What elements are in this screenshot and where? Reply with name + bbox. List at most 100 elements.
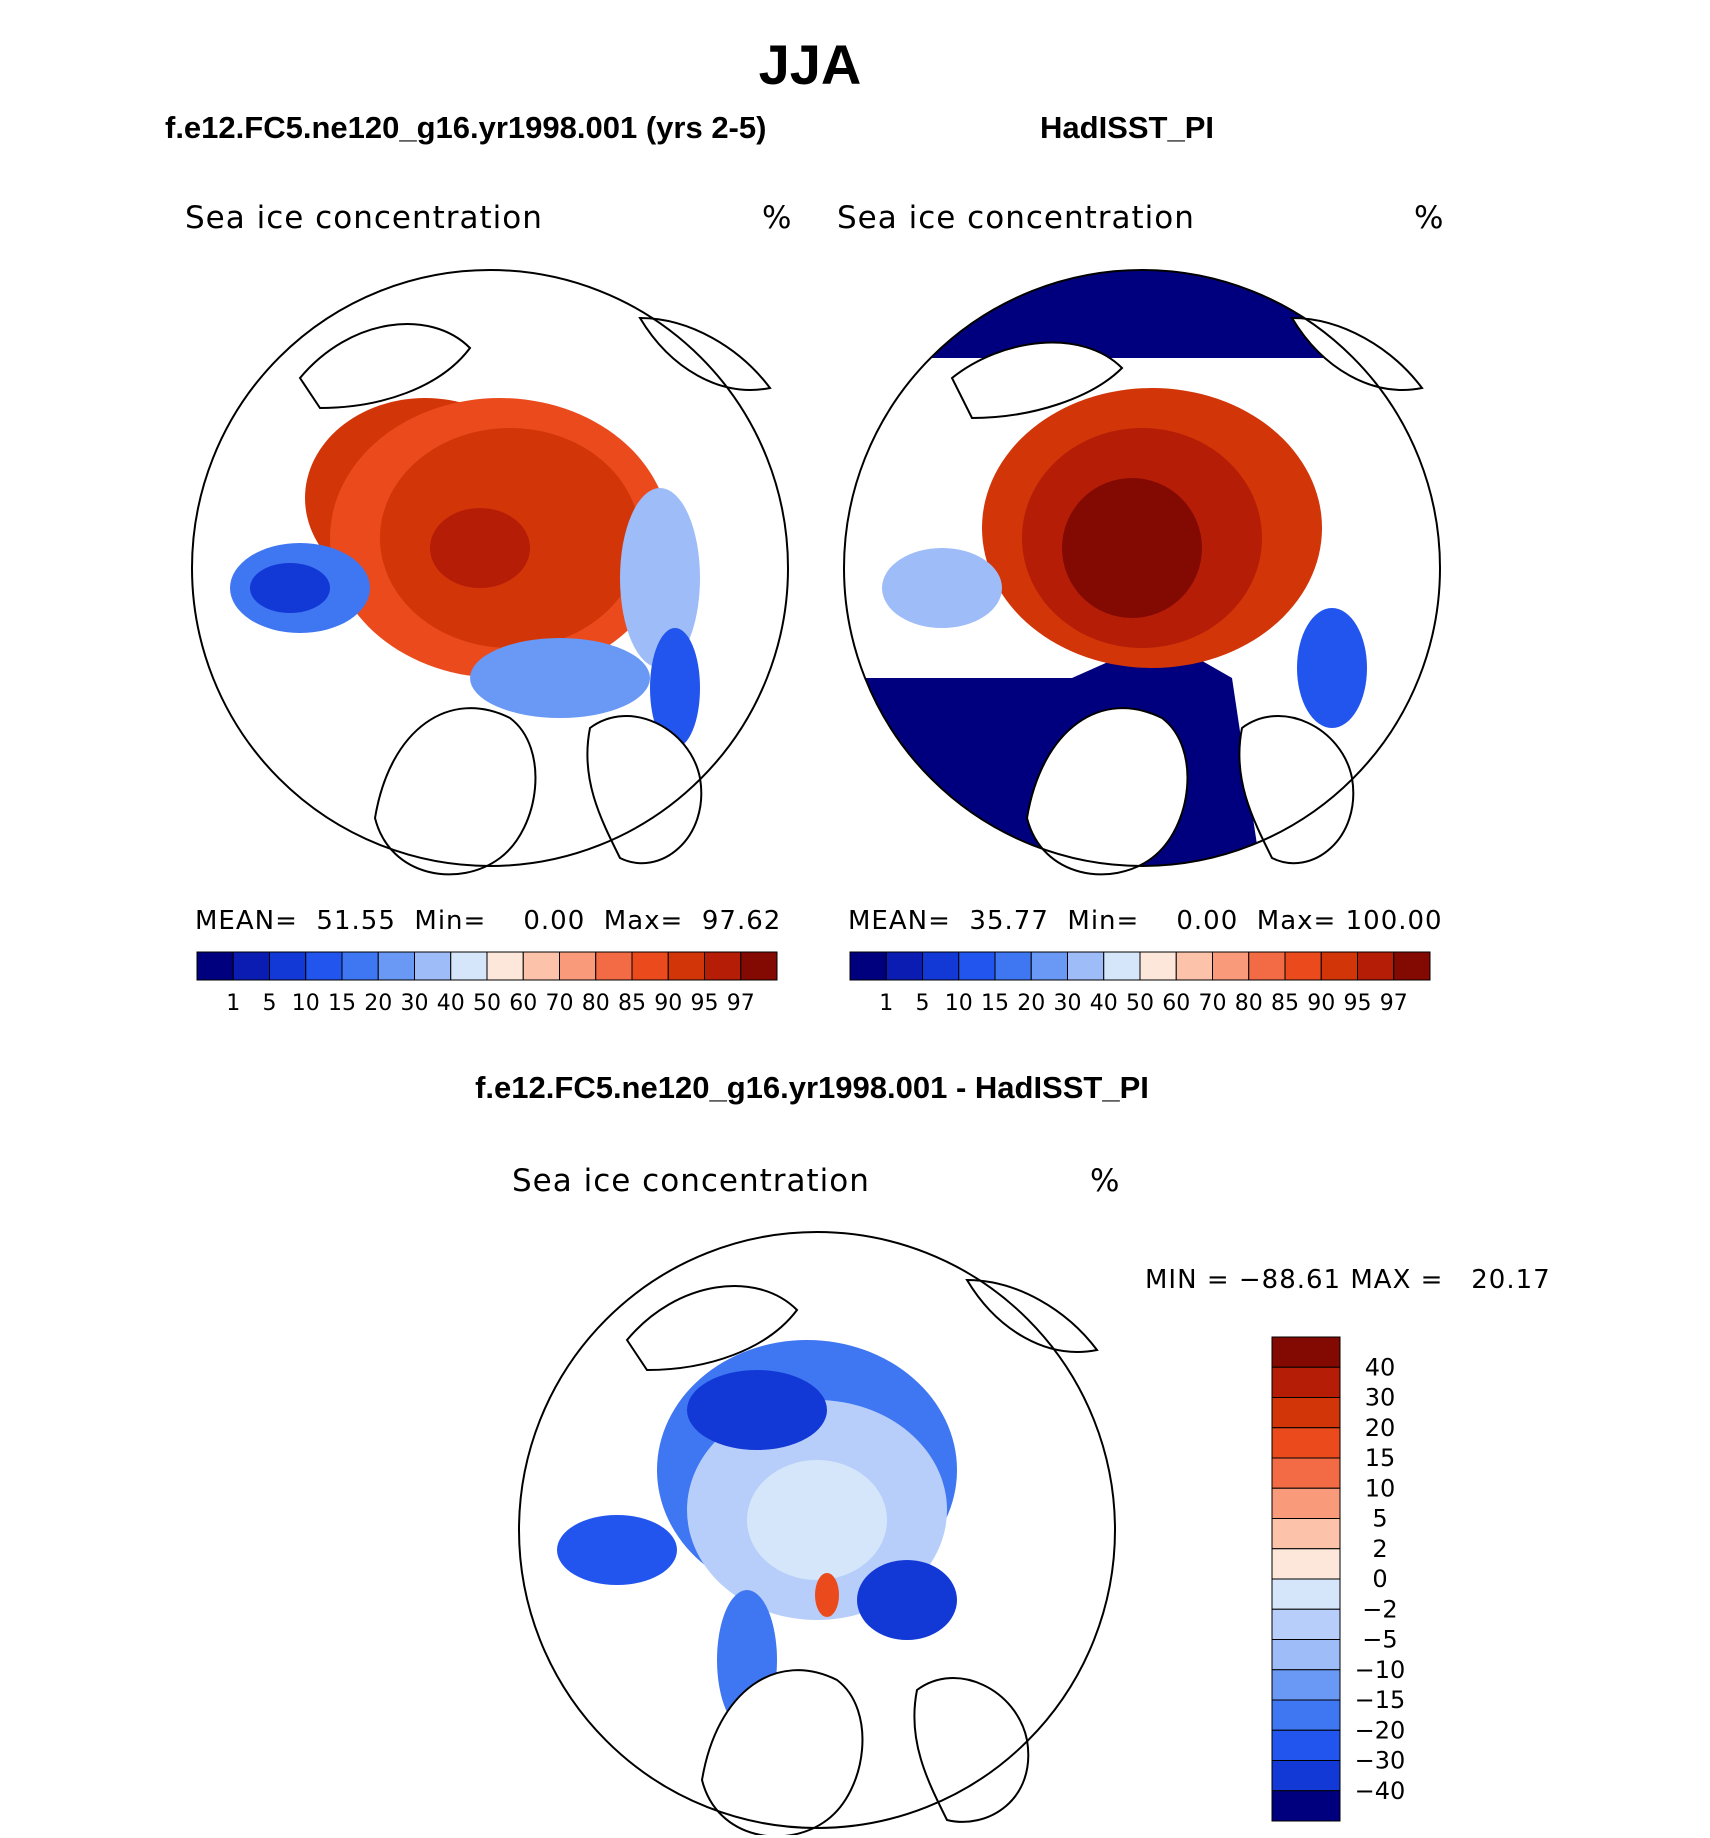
panel1-colorbar-swatch [559,951,597,981]
panel2-colorbar-tick-label: 90 [1307,991,1335,1016]
panel2-colorbar-tick-label: 1 [879,991,893,1016]
panel1-polar-map [191,269,789,876]
panel3-colorbar-tick-label: 15 [1365,1444,1396,1472]
panel1-colorbar-tick-label: 20 [364,991,392,1016]
panel3-map-boundary [518,1231,1116,1829]
panel3-colorbar-swatch [1271,1760,1341,1792]
panel3-diff-field [557,1340,957,1730]
panel1-colorbar-swatch [704,951,742,981]
panel3-colorbar-swatch [1271,1518,1341,1550]
panel1-colorbar-tick-label: 70 [546,991,574,1016]
panel2-colorbar-swatch [1030,951,1068,981]
panel2-colorbar-tick-label: 80 [1235,991,1263,1016]
panel3-colorbar-swatch [1271,1457,1341,1489]
panel3-colorbar-tick-label: 5 [1372,1505,1387,1533]
panel3-colorbar-tick-label: 0 [1372,1565,1387,1593]
panel3-colorbar-tick-label: 2 [1372,1535,1387,1563]
panel1-colorbar-tick-label: 97 [727,991,755,1016]
panel3-colorbar-tick-label: −20 [1355,1716,1406,1744]
panel2-colorbar: 1 5 10 15 20 30 40 50 60 70 80 85 90 95 97 [849,951,1431,1016]
panel3-coastlines [625,1278,1099,1835]
panel1-colorbar-tick-label: 80 [582,991,610,1016]
panel3-colorbar-tick-label: −40 [1355,1777,1406,1805]
panel1-colorbar-tick-label: 95 [691,991,719,1016]
panel2-coastlines [950,316,1424,876]
panel1-colorbar-tick-label: 5 [263,991,277,1016]
panel2-colorbar-swatch [1284,951,1322,981]
panel1-colorbar-tick-label: 90 [654,991,682,1016]
panel2-units-label: % [1414,200,1445,236]
model-panel-title: f.e12.FC5.ne120_g16.yr1998.001 (yrs 2-5) [165,110,767,145]
panel2-colorbar-tick-label: 60 [1162,991,1190,1016]
panel1-map-boundary [191,269,789,867]
panel3-colorbar-swatch [1271,1487,1341,1519]
panel1-colorbar-swatch [341,951,379,981]
panel1-colorbar-swatch [486,951,524,981]
diff-panel-title: f.e12.FC5.ne120_g16.yr1998.001 - HadISST… [475,1070,1149,1105]
panel3-colorbar-swatch [1271,1669,1341,1701]
panel1-colorbar-swatch [522,951,560,981]
panel3-colorbar-swatch [1271,1548,1341,1580]
panel1-colorbar-swatch [377,951,415,981]
panel1-colorbar-swatch [196,951,234,981]
panel3-colorbar-tick-label: 10 [1365,1474,1396,1502]
panel2-colorbar-tick-label: 5 [916,991,930,1016]
panel3-colorbar-tick-label: −15 [1355,1686,1406,1714]
panel2-colorbar-swatch [1212,951,1250,981]
panel2-variable-label: Sea ice concentration [837,200,1195,236]
panel1-colorbar-tick-label: 60 [509,991,537,1016]
panel1-colorbar-swatch [305,951,343,981]
panel2-colorbar-tick-label: 97 [1380,991,1408,1016]
panel3-colorbar-swatch [1271,1790,1341,1822]
panel2-polar-map [843,269,1441,876]
panel2-colorbar-swatch [885,951,923,981]
panel2-colorbar-tick-label: 95 [1344,991,1372,1016]
panel1-units-label: % [762,200,793,236]
panel3-colorbar-swatch [1271,1336,1341,1368]
season-title: JJA [758,33,862,96]
panel1-colorbar-swatch [232,951,270,981]
panel3-colorbar-tick-label: −2 [1362,1595,1397,1623]
panel1-ice-field [230,398,700,748]
panel2-colorbar-tick-label: 30 [1054,991,1082,1016]
panel3-colorbar-tick-label: 20 [1365,1414,1396,1442]
panel2-colorbar-swatch [1175,951,1213,981]
panel1-colorbar-tick-label: 1 [226,991,240,1016]
panel1-colorbar-swatch [269,951,307,981]
panel3-colorbar-swatch [1271,1699,1341,1731]
panel1-colorbar: 1 5 10 15 20 30 40 50 60 70 80 85 90 95 97 [196,951,778,1016]
panel2-colorbar-tick-label: 10 [945,991,973,1016]
obs-panel-title: HadISST_PI [1040,110,1214,145]
panel2-colorbar-swatch [1320,951,1358,981]
panel2-colorbar-tick-label: 20 [1017,991,1045,1016]
panel1-colorbar-tick-label: 85 [618,991,646,1016]
panel2-colorbar-swatch [1103,951,1141,981]
panel1-coastlines [298,316,772,876]
panel2-colorbar-swatch [1067,951,1105,981]
panel1-colorbar-tick-label: 10 [292,991,320,1016]
panel1-colorbar-tick-label: 30 [401,991,429,1016]
panel1-colorbar-tick-label: 15 [328,991,356,1016]
panel2-colorbar-swatch [994,951,1032,981]
panel1-colorbar-swatch [450,951,488,981]
panel2-colorbar-tick-label: 40 [1090,991,1118,1016]
panel3-polar-map [518,1231,1116,1835]
panel3-variable-label: Sea ice concentration [512,1163,870,1199]
panel1-colorbar-swatch [740,951,778,981]
panel3-colorbar-swatch [1271,1608,1341,1640]
panel2-colorbar-swatch [1357,951,1395,981]
panel2-colorbar-tick-label: 15 [981,991,1009,1016]
panel3-colorbar-swatch [1271,1729,1341,1761]
panel1-variable-label: Sea ice concentration [185,200,543,236]
panel3-colorbar-tick-label: −10 [1355,1656,1406,1684]
panel3-stats: MIN = −88.61 MAX = 20.17 [1145,1265,1551,1295]
panel3-colorbar-swatch [1271,1427,1341,1459]
panel2-colorbar-tick-label: 70 [1199,991,1227,1016]
panel2-colorbar-swatch [1248,951,1286,981]
panel3-colorbar-tick-label: 30 [1365,1384,1396,1412]
panel2-colorbar-tick-label: 50 [1126,991,1154,1016]
panel3-colorbar-swatch [1271,1397,1341,1429]
panel1-stats: MEAN= 51.55 Min= 0.00 Max= 97.62 [195,906,782,936]
panel3-units-label: % [1090,1163,1121,1199]
